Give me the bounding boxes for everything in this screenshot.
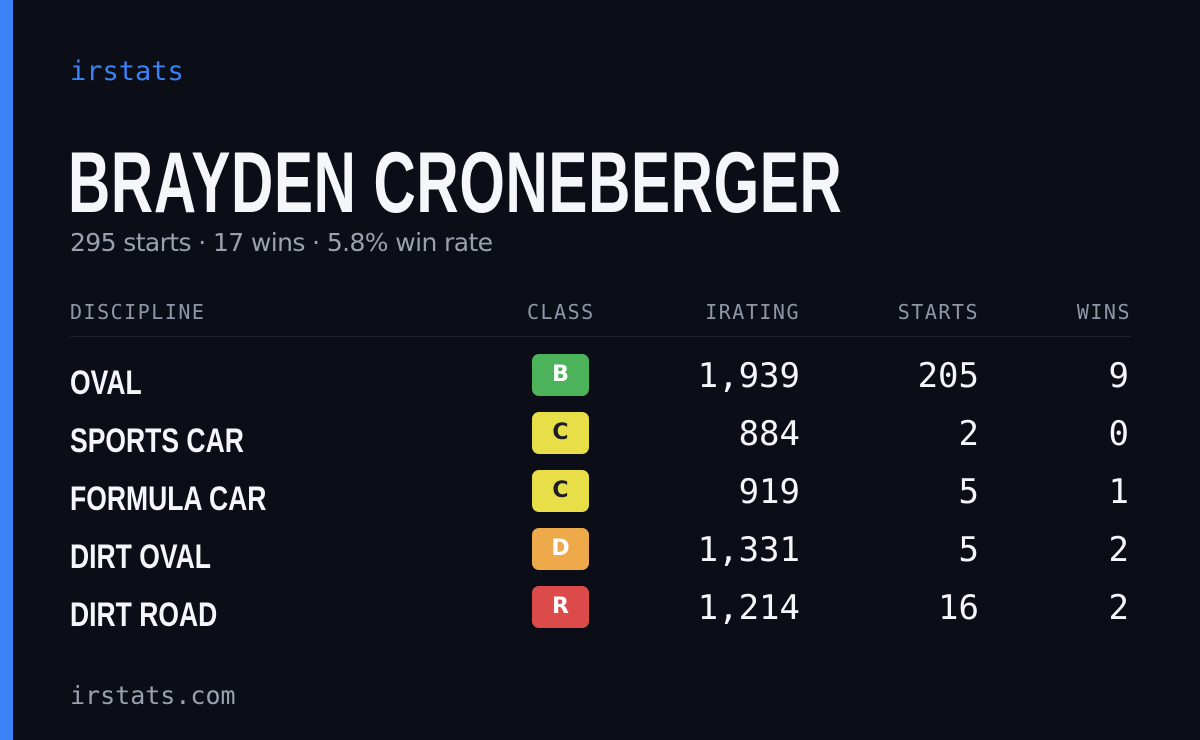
row-starts: 5 [958,530,979,570]
driver-summary: 295 starts · 17 wins · 5.8% win rate [70,228,493,257]
row-wins: 2 [1108,530,1129,570]
row-starts: 205 [917,356,979,396]
header-starts: STARTS [897,300,979,324]
table-row: OVAL B 1,939 205 9 [70,354,1131,412]
row-irating: 1,939 [697,356,800,396]
table-row: DIRT ROAD R 1,214 16 2 [70,586,1131,644]
table-header: DISCIPLINE CLASS IRATING STARTS WINS [70,300,1131,337]
class-badge: C [532,470,589,512]
row-discipline: DIRT OVAL [70,538,211,576]
accent-bar [0,0,13,740]
row-irating: 919 [738,472,800,512]
row-wins: 1 [1108,472,1129,512]
row-starts: 5 [958,472,979,512]
row-discipline: SPORTS CAR [70,422,244,460]
row-irating: 1,214 [697,588,800,628]
row-wins: 2 [1108,588,1129,628]
row-discipline: DIRT ROAD [70,596,218,634]
class-badge: C [532,412,589,454]
table-row: DIRT OVAL D 1,331 5 2 [70,528,1131,586]
class-badge: R [532,586,589,628]
footer-url[interactable]: irstats.com [70,681,236,710]
class-badge: D [532,528,589,570]
row-irating: 884 [738,414,800,454]
header-irating: IRATING [705,300,800,324]
header-class: CLASS [527,300,595,324]
row-starts: 16 [938,588,979,628]
row-discipline: FORMULA CAR [70,480,267,518]
row-wins: 9 [1108,356,1129,396]
row-irating: 1,331 [697,530,800,570]
row-wins: 0 [1108,414,1129,454]
table-row: SPORTS CAR C 884 2 0 [70,412,1131,470]
header-discipline: DISCIPLINE [70,300,206,324]
header-wins: WINS [1076,300,1131,324]
row-starts: 2 [958,414,979,454]
driver-name: BRAYDEN CRONEBERGER [68,135,843,231]
class-badge: B [532,354,589,396]
row-discipline: OVAL [70,364,142,402]
table-row: FORMULA CAR C 919 5 1 [70,470,1131,528]
brand-logo: irstats [70,56,184,87]
